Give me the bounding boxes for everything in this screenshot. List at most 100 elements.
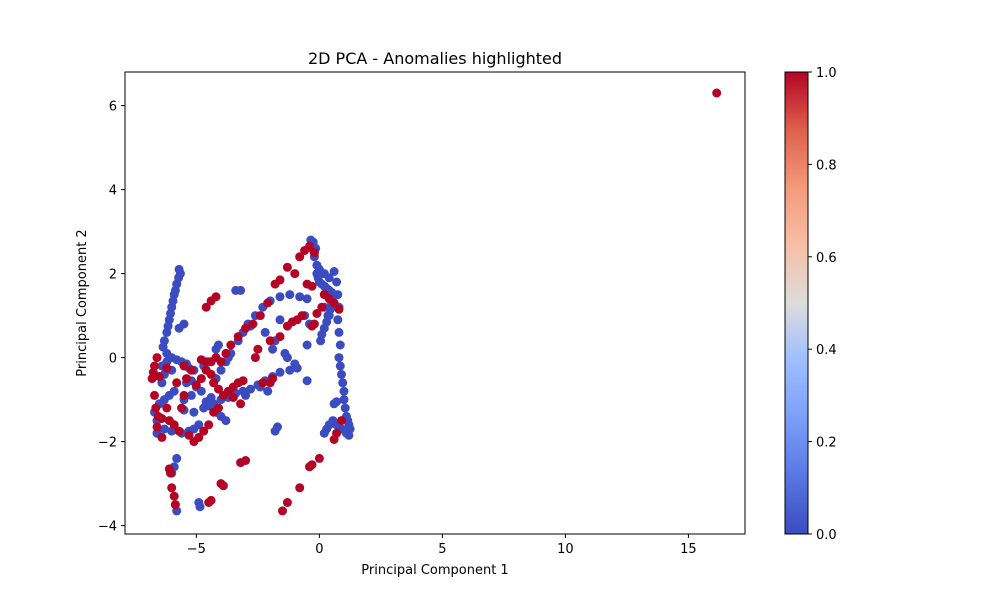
y-tick-label: −2 xyxy=(98,436,117,451)
anomaly-point xyxy=(317,302,327,312)
normal-point xyxy=(338,378,348,388)
normal-point xyxy=(323,311,333,321)
normal-point xyxy=(263,386,273,396)
anomaly-point xyxy=(201,302,211,312)
normal-point xyxy=(337,369,346,379)
normal-point xyxy=(316,336,326,346)
x-tick-label: 15 xyxy=(680,542,697,557)
normal-point xyxy=(172,453,182,463)
anomaly-point xyxy=(196,374,206,384)
colorbar-tick-label: 0.6 xyxy=(816,251,837,266)
anomaly-point xyxy=(199,426,209,436)
x-tick-label: −5 xyxy=(187,542,206,557)
anomaly-point xyxy=(228,393,238,402)
anomaly-point xyxy=(265,336,275,346)
anomaly-point xyxy=(152,353,162,363)
anomaly-point xyxy=(233,332,243,342)
normal-point xyxy=(302,340,312,350)
normal-point xyxy=(216,365,226,375)
anomaly-point xyxy=(216,357,226,367)
x-tick-label: 5 xyxy=(438,542,446,557)
x-tick-label: 10 xyxy=(557,542,574,557)
anomaly-point xyxy=(241,456,251,465)
x-tick-label: 0 xyxy=(315,542,323,557)
anomaly-point xyxy=(268,374,278,384)
anomaly-point xyxy=(189,437,199,447)
normal-point xyxy=(285,365,295,375)
anomaly-point xyxy=(282,262,292,272)
colorbar-ticks: 0.0 0.2 0.4 0.6 0.8 1.0 xyxy=(808,66,837,543)
anomaly-point xyxy=(147,374,157,384)
anomaly-point xyxy=(314,453,324,463)
anomaly-point xyxy=(209,378,219,388)
normal-point xyxy=(324,273,334,283)
normal-point xyxy=(285,290,295,300)
anomaly-point xyxy=(290,269,300,279)
normal-point xyxy=(174,323,184,333)
anomaly-point xyxy=(241,323,251,333)
plot-frame xyxy=(124,71,746,535)
anomaly-point xyxy=(211,292,221,302)
anomaly-point xyxy=(309,248,319,258)
normal-point xyxy=(295,292,305,302)
colorbar-tick-label: 1.0 xyxy=(816,66,837,81)
anomaly-point xyxy=(157,432,167,442)
anomaly-point xyxy=(166,468,175,478)
colorbar-tick-label: 0.4 xyxy=(816,343,837,358)
normal-point xyxy=(334,327,344,337)
colorbar-tick-label: 0.2 xyxy=(816,436,837,451)
y-axis-label: Principal Component 2 xyxy=(75,229,90,376)
normal-point xyxy=(302,376,312,386)
x-axis-ticks: −5 0 5 10 15 xyxy=(187,534,697,557)
normal-point xyxy=(186,390,196,400)
normal-point xyxy=(206,393,216,402)
anomaly-point xyxy=(191,380,201,390)
normal-point xyxy=(319,428,329,438)
anomaly-point xyxy=(253,344,263,354)
anomaly-point xyxy=(186,365,196,375)
anomaly-point xyxy=(226,340,236,350)
colorbar-tick-label: 0.0 xyxy=(816,528,837,543)
anomaly-point xyxy=(255,311,265,321)
normal-point xyxy=(333,315,343,325)
y-tick-label: −4 xyxy=(98,520,117,535)
anomaly-point xyxy=(157,414,167,423)
normal-point xyxy=(290,359,300,369)
anomaly-point xyxy=(162,363,172,373)
y-axis-ticks: −4 −2 0 2 4 6 xyxy=(98,100,125,535)
anomaly-point xyxy=(206,369,216,379)
anomaly-point xyxy=(152,422,162,432)
normal-point xyxy=(329,267,339,276)
anomaly-point xyxy=(172,378,182,388)
anomaly-point xyxy=(275,275,285,285)
anomaly-point xyxy=(307,460,317,470)
normal-point xyxy=(214,340,223,350)
y-tick-label: 4 xyxy=(109,184,117,199)
anomaly-point xyxy=(337,416,346,426)
anomaly-point xyxy=(174,426,184,436)
anomaly-point xyxy=(154,372,164,381)
normal-point xyxy=(282,353,292,363)
normal-point xyxy=(275,292,285,302)
anomaly-point xyxy=(305,241,314,251)
anomaly-point xyxy=(307,281,317,291)
anomaly-point xyxy=(248,319,258,329)
normal-point xyxy=(246,384,255,394)
anomaly-point xyxy=(218,481,228,491)
anomaly-point xyxy=(151,403,161,413)
normal-point xyxy=(162,327,172,337)
normal-point xyxy=(339,395,349,405)
anomaly-point xyxy=(295,252,305,262)
normal-point xyxy=(332,277,342,287)
y-tick-label: 0 xyxy=(109,352,117,367)
normal-point xyxy=(332,397,342,407)
anomaly-point xyxy=(179,361,189,371)
normal-point xyxy=(260,327,270,337)
anomaly-point xyxy=(250,353,260,363)
anomaly-point xyxy=(177,403,187,413)
normal-point xyxy=(275,367,285,377)
anomaly-point xyxy=(312,309,322,318)
